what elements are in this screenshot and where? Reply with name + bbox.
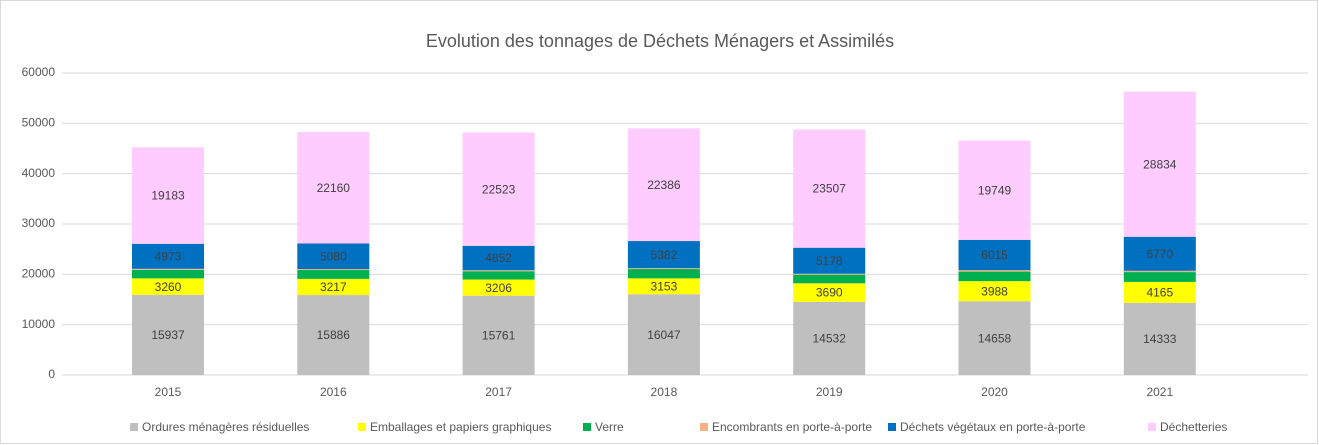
data-label: 19749: [978, 183, 1012, 197]
legend-label: Encombrants en porte-à-porte: [712, 420, 872, 434]
data-label: 4973: [155, 249, 182, 263]
x-tick-label: 2018: [651, 385, 678, 399]
y-tick-label: 20000: [22, 267, 56, 281]
y-tick-label: 50000: [22, 116, 56, 130]
bar-segment: [958, 239, 1031, 271]
bar-segment: [297, 131, 370, 244]
bar-segment: [627, 269, 700, 279]
data-label: 6770: [1146, 247, 1173, 261]
bar-segment: [297, 278, 370, 296]
data-label: 19183: [151, 189, 185, 203]
bar-segment: [793, 301, 866, 375]
data-label: 14532: [813, 332, 847, 346]
x-tick-label: 2019: [816, 385, 843, 399]
legend-label: Déchetteries: [1160, 420, 1227, 434]
data-label: 3206: [485, 281, 512, 295]
bar-segment: [1123, 302, 1196, 375]
legend-swatch: [130, 423, 138, 431]
data-label: 5080: [320, 249, 347, 263]
legend-label: Verre: [595, 420, 624, 434]
data-label: 3988: [981, 284, 1008, 298]
data-label: 23507: [813, 182, 847, 196]
y-tick-label: 40000: [22, 166, 56, 180]
bar-segment: [627, 278, 700, 295]
bar-segment: [132, 268, 204, 270]
legend-swatch: [700, 423, 708, 431]
bar-segment: [297, 270, 370, 279]
data-label: 22386: [647, 178, 681, 192]
bar-segment: [793, 129, 866, 248]
data-label: 15937: [151, 328, 185, 342]
data-label: 14658: [978, 331, 1012, 345]
data-label: 14333: [1143, 332, 1177, 346]
data-label: 22523: [482, 182, 516, 196]
legend-swatch: [1148, 423, 1156, 431]
bar-segment: [1123, 91, 1196, 237]
data-label: 15886: [317, 328, 351, 342]
y-tick-label: 30000: [22, 216, 56, 230]
bar-segment: [1123, 281, 1196, 303]
bar-segment: [958, 271, 1031, 282]
bar-segment: [297, 269, 370, 271]
legend-swatch: [583, 423, 591, 431]
bar-segment: [462, 245, 535, 271]
data-label: 4852: [485, 251, 512, 265]
chart-title: Evolution des tonnages de Déchets Ménage…: [426, 31, 894, 51]
bar-segment: [462, 271, 535, 280]
x-tick-label: 2015: [155, 385, 182, 399]
bar-segment: [958, 301, 1031, 375]
data-label: 4165: [1146, 286, 1173, 300]
x-tick-label: 2016: [320, 385, 347, 399]
bar-segment: [958, 270, 1031, 272]
bar-segment: [297, 295, 370, 375]
bar-segment: [958, 140, 1031, 240]
data-label: 16047: [647, 328, 681, 342]
y-tick-label: 0: [48, 367, 55, 381]
bar-segment: [627, 241, 700, 269]
data-label: 5382: [651, 248, 678, 262]
bar-segment: [627, 268, 700, 270]
bar-segment: [297, 243, 370, 270]
bar-segment: [1123, 270, 1196, 273]
bar-segment: [462, 270, 535, 272]
y-tick-label: 60000: [22, 65, 56, 79]
data-label: 22160: [317, 181, 351, 195]
data-label: 15761: [482, 329, 516, 343]
bar-segment: [462, 279, 535, 296]
data-label: 3260: [155, 280, 182, 294]
bar-segment: [462, 295, 535, 375]
legend-label: Déchets végétaux en porte-à-porte: [900, 420, 1086, 434]
x-tick-label: 2020: [981, 385, 1008, 399]
bar-segment: [132, 147, 204, 244]
data-label: 28834: [1143, 157, 1177, 171]
bar-segment: [958, 281, 1031, 302]
bar-segment: [1123, 272, 1196, 282]
bar-segment: [462, 132, 535, 246]
bar-segment: [132, 278, 204, 295]
data-label: 3690: [816, 286, 843, 300]
data-label: 5178: [816, 254, 843, 268]
bar-segment: [132, 294, 204, 375]
legend-swatch: [358, 423, 366, 431]
y-tick-label: 10000: [22, 317, 56, 331]
data-label: 6015: [981, 248, 1008, 262]
data-label: 3217: [320, 280, 347, 294]
x-tick-label: 2021: [1146, 385, 1173, 399]
bar-segment: [132, 269, 204, 279]
bar-segment: [793, 283, 866, 302]
bar-segment: [793, 247, 866, 274]
bar-segment: [1123, 236, 1196, 271]
legend-label: Emballages et papiers graphiques: [370, 420, 551, 434]
bar-segment: [627, 128, 700, 242]
x-tick-label: 2017: [485, 385, 512, 399]
bar-segment: [793, 273, 866, 275]
legend-swatch: [888, 423, 896, 431]
legend-label: Ordures ménagères résiduelles: [142, 420, 309, 434]
bar-segment: [793, 274, 866, 284]
bar-segment: [132, 243, 204, 269]
data-label: 3153: [651, 279, 678, 293]
bar-segment: [627, 294, 700, 375]
